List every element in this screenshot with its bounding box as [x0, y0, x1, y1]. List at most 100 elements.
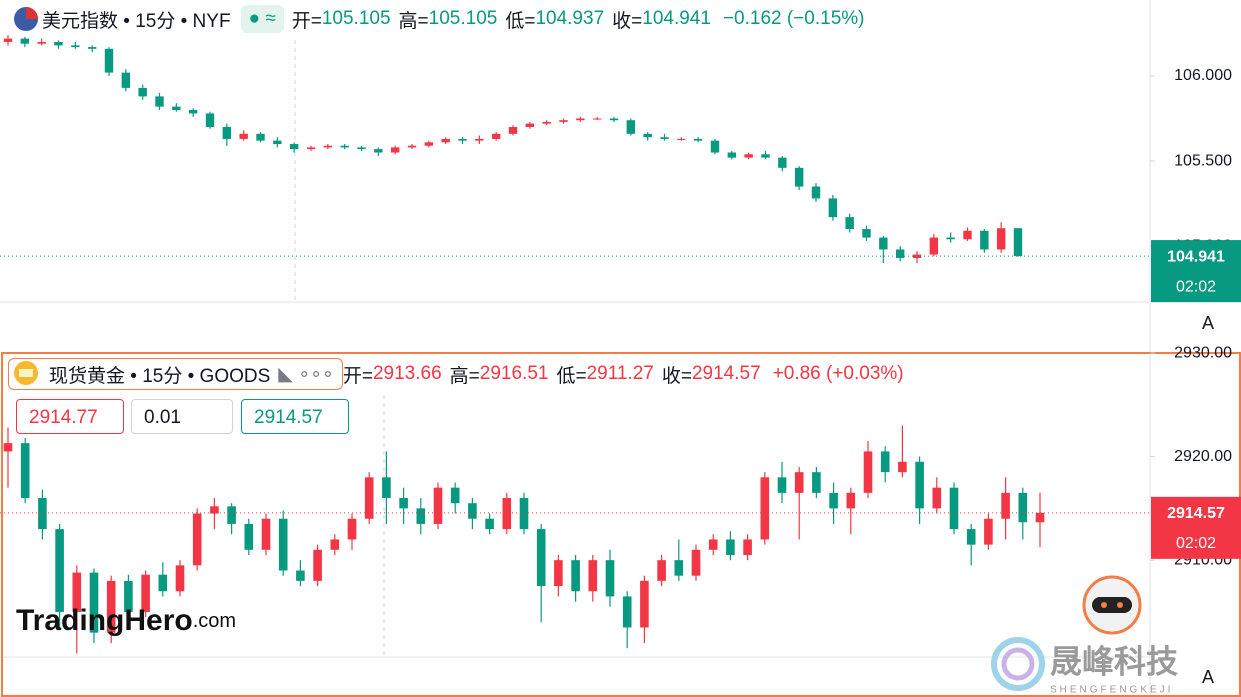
candle-body: [643, 133, 652, 138]
symbol-title: 现货黄金 • 15分 • GOODS: [49, 365, 271, 387]
candle-body: [289, 144, 299, 150]
candle-body: [475, 138, 484, 141]
candle-body: [210, 506, 219, 514]
candle-body: [760, 477, 770, 540]
candle-body: [227, 506, 236, 524]
candle-body: [261, 518, 271, 550]
candle-body: [693, 138, 703, 141]
candle-body: [121, 72, 131, 88]
candle-body: [450, 487, 460, 504]
candle-body: [38, 498, 47, 530]
flag-icon[interactable]: ◣ ∘∘∘: [278, 363, 334, 385]
logo-text: 晟峰科技: [1050, 643, 1178, 679]
status-pill[interactable]: ● ≈: [240, 5, 284, 33]
candle-body: [605, 560, 615, 597]
candle-body: [155, 96, 164, 107]
candle-body: [794, 472, 804, 493]
candle-body: [862, 229, 871, 238]
stat-label: 高=: [398, 10, 429, 32]
candle-body: [1001, 492, 1010, 519]
candle-body: [984, 518, 993, 545]
candle-body: [660, 137, 669, 139]
stat-label: 高=: [449, 365, 480, 387]
candle-body: [278, 518, 288, 571]
candle-body: [609, 118, 619, 121]
candle-body: [72, 572, 82, 612]
y-tick-label: 106.000: [1174, 67, 1232, 84]
candle-body: [485, 518, 494, 530]
candle-body: [104, 48, 114, 73]
candle-body: [761, 154, 770, 158]
robot-visor: [1092, 597, 1132, 613]
auto-scale-button[interactable]: A: [1202, 313, 1214, 333]
candle-body: [525, 123, 535, 128]
candle-body: [811, 186, 821, 199]
candle-body: [399, 498, 408, 509]
stat-label: 低=: [505, 10, 536, 32]
candle-body: [441, 138, 450, 143]
robot-eye: [1101, 602, 1107, 608]
stat-change: +0.86 (+0.03%): [772, 363, 904, 384]
candle-body: [980, 230, 989, 250]
candle-body: [592, 118, 602, 120]
auto-scale-button[interactable]: A: [1202, 667, 1214, 687]
candle-body: [20, 443, 30, 499]
candle-body: [880, 451, 890, 473]
stat-value: 105.105: [428, 8, 498, 29]
stat-value: 104.937: [535, 8, 605, 29]
candle-body: [244, 523, 254, 550]
candle-body: [20, 38, 30, 44]
price-label-box: [1151, 240, 1241, 303]
stat-value: 2911.27: [586, 363, 654, 384]
price-time: 02:02: [1176, 535, 1216, 552]
candle-body: [138, 87, 147, 97]
candle-body: [256, 133, 265, 141]
stat-value: 2913.66: [372, 363, 442, 384]
buy-price-input[interactable]: 2914.57: [241, 399, 349, 434]
sell-price-input[interactable]: 2914.77: [16, 399, 124, 434]
candle-body: [3, 38, 13, 43]
quantity-input[interactable]: 0.01: [131, 399, 233, 434]
candle-body: [794, 167, 804, 187]
y-tick-label: 2920.00: [1174, 448, 1232, 465]
candle-body: [37, 42, 46, 44]
candle-body: [192, 513, 202, 566]
candle-body: [657, 560, 666, 581]
candle-body: [468, 503, 477, 519]
y-tick-label: 2930.00: [1174, 344, 1232, 361]
stat-value: 2914.57: [691, 363, 761, 384]
candle-body: [710, 140, 720, 153]
candle-body: [239, 133, 248, 139]
price-label-box: [1151, 496, 1241, 559]
price-time: 02:02: [1176, 278, 1216, 295]
candle-body: [895, 249, 905, 258]
candle-body: [141, 574, 150, 612]
stat-value: 104.941: [642, 8, 711, 29]
watermark-suffix: .com: [193, 610, 236, 632]
candle-body: [491, 133, 501, 139]
candle-body: [777, 477, 787, 493]
candle-body: [571, 560, 580, 592]
candle-body: [588, 560, 598, 592]
candle-body: [3, 443, 13, 452]
candle-body: [306, 147, 316, 150]
candle-body: [416, 508, 426, 524]
candle-body: [323, 145, 333, 148]
candle-body: [71, 45, 80, 48]
candle-body: [929, 237, 939, 255]
candle-body: [829, 492, 838, 509]
candle-body: [626, 120, 636, 134]
candle-body: [879, 237, 888, 250]
candle-body: [54, 42, 63, 46]
robot-icon: [1082, 575, 1142, 635]
symbol-title[interactable]: 美元指数 • 15分 • NYF: [42, 10, 231, 32]
candle-body: [273, 140, 282, 145]
candle-body: [222, 127, 232, 139]
candle-body: [946, 237, 955, 240]
candle-body: [640, 580, 649, 628]
candle-body: [915, 461, 924, 509]
gold-bar: [19, 369, 33, 377]
candle-body: [708, 539, 718, 550]
symbol-pill[interactable]: 现货黄金 • 15分 • GOODS ◣ ∘∘∘: [8, 358, 343, 390]
